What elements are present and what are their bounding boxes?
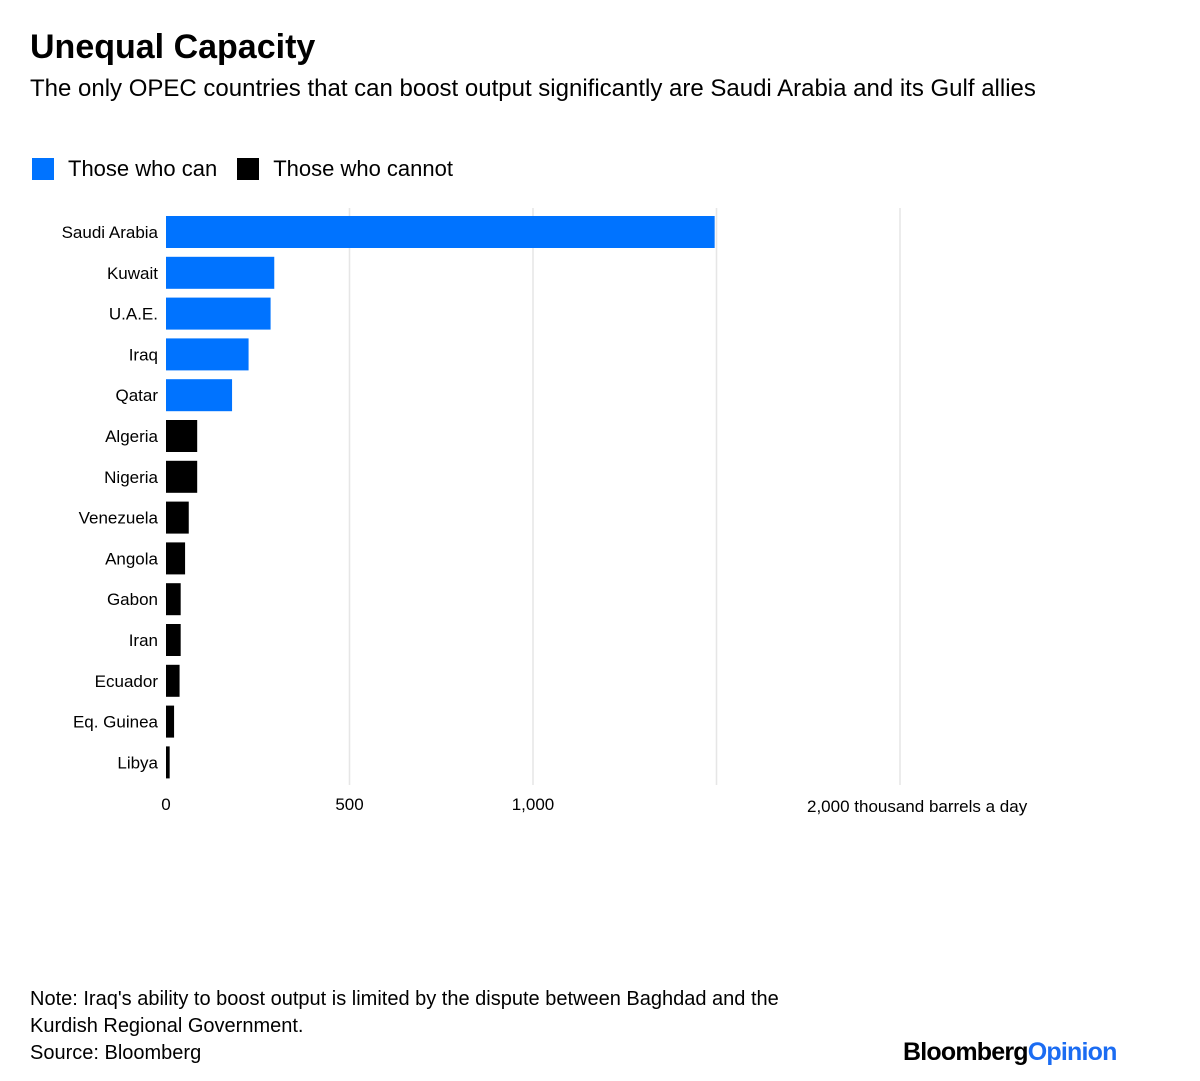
bar [166, 460, 198, 493]
chart-subtitle: The only OPEC countries that can boost o… [30, 75, 1036, 102]
category-label: Gabon [107, 590, 158, 609]
bar [166, 297, 271, 330]
bar [166, 216, 715, 248]
x-tick-label: 2,000 thousand barrels a day [807, 797, 1028, 816]
brand-part-2: Opinion [1027, 1038, 1118, 1066]
bar [166, 705, 175, 738]
bar [166, 256, 275, 289]
legend-label-can: Those who can [68, 156, 218, 181]
bar [166, 624, 181, 656]
legend-swatch-can [32, 158, 54, 180]
category-label: U.A.E. [109, 305, 158, 324]
category-label: Iran [129, 631, 158, 650]
bar-chart: Saudi Arabia Kuwait U.A.E. Iraq Qatar Algeria… [62, 208, 1028, 816]
category-label: Algeria [105, 427, 158, 446]
source-line: Source: Bloomberg [30, 1042, 202, 1064]
x-tick-label: 1,000 [512, 795, 555, 814]
category-label: Iraq [129, 345, 158, 364]
category-label: Qatar [115, 386, 158, 405]
brand-logo: BloombergOpinion [903, 1038, 1117, 1067]
bar [166, 338, 249, 371]
legend-item-cannot: Those who cannot [237, 156, 453, 182]
x-tick-label: 0 [161, 795, 170, 814]
category-label: Venezuela [79, 509, 159, 528]
note-line-2: Kurdish Regional Government. [30, 1015, 304, 1037]
category-label: Libya [117, 753, 158, 772]
bar [166, 501, 189, 534]
category-label: Saudi Arabia [62, 223, 159, 242]
chart-title: Unequal Capacity [30, 28, 316, 66]
legend-label-cannot: Those who cannot [273, 156, 453, 181]
category-label: Nigeria [104, 468, 158, 487]
bar [166, 420, 198, 452]
brand-part-1: Bloomberg [903, 1038, 1029, 1066]
bar [166, 664, 180, 697]
note-line-1: Note: Iraq's ability to boost output is … [30, 988, 779, 1010]
bar [166, 379, 233, 412]
footnote: Note: Iraq's ability to boost output is … [30, 986, 1030, 1067]
bar [166, 542, 186, 575]
category-label: Ecuador [95, 672, 159, 691]
category-label: Angola [105, 549, 158, 568]
legend-swatch-cannot [237, 158, 260, 180]
category-label: Eq. Guinea [73, 713, 159, 732]
x-tick-label: 500 [335, 795, 363, 814]
category-label: Kuwait [107, 264, 158, 283]
legend-item-can: Those who can [32, 156, 217, 182]
bar [166, 746, 170, 779]
bar [166, 583, 181, 616]
legend: Those who can Those who cannot [32, 156, 473, 182]
